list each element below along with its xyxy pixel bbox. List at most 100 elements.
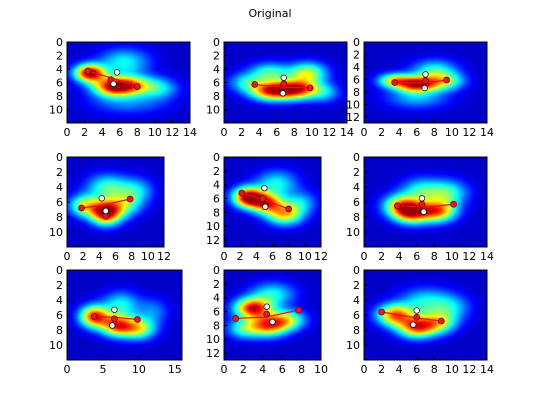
y-tick-label: 4 <box>213 63 220 76</box>
y-tick-label: 2 <box>353 279 360 292</box>
y-tick-label: 2 <box>213 278 220 291</box>
red-joint-point <box>391 79 399 86</box>
red-joint-point <box>378 308 385 316</box>
heatmap-image <box>67 270 182 360</box>
x-tick-label: 4 <box>253 250 260 263</box>
red-joint-point <box>413 313 421 321</box>
y-tick-label: 8 <box>213 90 220 103</box>
x-tick-label: 6 <box>269 250 276 263</box>
skeleton-line <box>87 70 138 88</box>
x-tick-label: 15 <box>168 363 182 376</box>
x-tick-label: 10 <box>141 250 155 263</box>
x-tick-label: 10 <box>445 126 459 139</box>
x-tick-label: 12 <box>322 126 336 139</box>
y-tick-label: 10 <box>346 226 360 239</box>
white-joint-point <box>418 195 426 202</box>
red-joint-point <box>134 316 141 323</box>
y-tick-label: 6 <box>353 73 360 86</box>
y-tick-label: 4 <box>213 179 220 192</box>
red-joint-point <box>285 205 293 213</box>
x-tick-label: 6 <box>413 363 420 376</box>
x-tick-label: 8 <box>431 126 438 139</box>
axes-frame <box>223 269 322 361</box>
heatmap-image <box>224 270 321 360</box>
y-tick-label: 4 <box>353 61 360 74</box>
y-tick-label: 2 <box>213 50 220 63</box>
x-tick-label: 2 <box>240 363 247 376</box>
white-joint-point <box>111 306 118 313</box>
red-joint-point <box>126 195 134 203</box>
y-tick-label: 0 <box>353 36 360 49</box>
y-tick-label: 6 <box>56 77 63 90</box>
x-tick-label: 14 <box>183 126 197 139</box>
subplot-7: 0 5 10 15 0 2 4 6 8 10 <box>49 264 183 376</box>
x-tick-label: 14 <box>340 126 354 139</box>
y-tick-label: 2 <box>213 165 220 178</box>
white-joint-point <box>413 307 420 314</box>
x-tick-label: 0 <box>221 250 228 263</box>
x-tick-label: 8 <box>134 126 141 139</box>
y-tick-label: 0 <box>213 264 220 277</box>
y-tick-label: 6 <box>56 309 63 322</box>
y-tick-label: 4 <box>353 294 360 307</box>
x-tick-label: 8 <box>128 250 135 263</box>
y-tick-label: 2 <box>353 48 360 61</box>
red-joint-point <box>78 204 85 212</box>
red-joint-point <box>280 80 288 88</box>
y-tick-label: 4 <box>213 292 220 305</box>
x-tick-label: 6 <box>112 250 119 263</box>
y-tick-label: 10 <box>49 339 63 352</box>
white-joint-point <box>102 207 109 215</box>
white-joint-point <box>110 80 117 87</box>
y-tick-label: 6 <box>56 196 63 209</box>
x-tick-label: 14 <box>480 126 494 139</box>
x-tick-label: 8 <box>431 363 438 376</box>
y-tick-label: 4 <box>56 63 63 76</box>
y-tick-label: 8 <box>56 324 63 337</box>
y-tick-label: 12 <box>206 347 220 360</box>
x-tick-label: 4 <box>256 126 263 139</box>
x-tick-label: 6 <box>413 250 420 263</box>
red-joint-point <box>263 310 271 318</box>
y-tick-label: 6 <box>353 196 360 209</box>
figure-title: Original <box>248 7 291 20</box>
x-tick-label: 0 <box>221 126 228 139</box>
x-tick-label: 5 <box>99 363 106 376</box>
x-tick-label: 10 <box>445 250 459 263</box>
red-joint-point <box>306 84 314 92</box>
y-tick-label: 10 <box>346 98 360 111</box>
x-tick-label: 8 <box>298 363 305 376</box>
x-tick-label: 12 <box>165 126 179 139</box>
x-tick-label: 12 <box>462 363 476 376</box>
x-tick-label: 8 <box>291 126 298 139</box>
red-joint-point <box>84 67 92 75</box>
x-tick-label: 12 <box>462 250 476 263</box>
y-tick-label: 2 <box>56 279 63 292</box>
x-tick-label: 4 <box>396 126 403 139</box>
white-joint-point <box>263 303 270 310</box>
y-tick-label: 2 <box>56 50 63 63</box>
y-tick-label: 8 <box>353 211 360 224</box>
red-joint-point <box>111 315 118 323</box>
y-tick-label: 8 <box>56 90 63 103</box>
x-tick-label: 8 <box>431 250 438 263</box>
y-tick-label: 8 <box>213 206 220 219</box>
y-tick-label: 4 <box>353 181 360 194</box>
x-tick-label: 4 <box>259 363 266 376</box>
x-tick-label: 2 <box>378 363 385 376</box>
y-tick-label: 0 <box>213 151 220 164</box>
y-tick-label: 10 <box>206 333 220 346</box>
y-tick-label: 4 <box>56 181 63 194</box>
red-joint-point <box>437 317 445 325</box>
red-joint-point <box>422 77 429 85</box>
y-tick-label: 4 <box>56 294 63 307</box>
x-tick-label: 6 <box>273 126 280 139</box>
y-tick-label: 0 <box>56 264 63 277</box>
x-tick-label: 0 <box>64 363 71 376</box>
x-tick-label: 6 <box>279 363 286 376</box>
